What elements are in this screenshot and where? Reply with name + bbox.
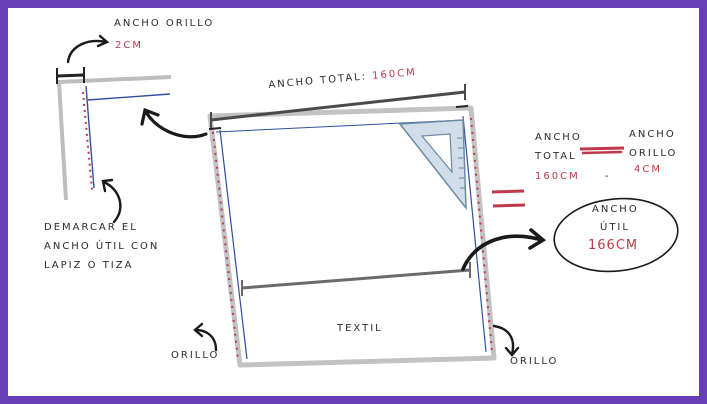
total-width-measure: [210, 90, 466, 122]
red-scribble-2: [581, 150, 623, 155]
set-square-icon: [398, 119, 467, 211]
fabric-sheet: [207, 105, 497, 368]
demarcar-line-1: DEMARCAR EL: [44, 222, 138, 233]
formula-term2-value: 4CM: [634, 164, 662, 175]
selvage-width-value: 2CM: [115, 40, 143, 51]
formula-term2-line1: ANCHO: [629, 129, 676, 140]
arrow-to-selvage-width-icon: [66, 39, 108, 64]
right-bracket-mark: [455, 105, 469, 108]
formula-term1-line1: ANCHO: [535, 132, 582, 143]
arrow-right-orillo-icon: [492, 324, 515, 356]
formula-term1-value: 160CM: [535, 171, 580, 182]
equals-bottom: [492, 203, 526, 208]
arrow-icons: [66, 34, 547, 357]
arrow-to-result-icon: [461, 234, 544, 271]
demarcar-line-2: ANCHO ÚTIL CON: [44, 241, 160, 252]
formula-minus: -: [605, 171, 611, 182]
arrow-left-orillo-icon: [194, 328, 218, 352]
formula-term2-line2: ORILLO: [629, 148, 678, 159]
selvage-detail: [56, 67, 172, 201]
formula-term1-line2: TOTAL: [535, 151, 577, 162]
result-line-1: ANCHO: [592, 204, 639, 215]
red-scribble: [579, 146, 625, 151]
left-bracket-mark: [208, 127, 222, 130]
result-line-2: ÚTIL: [600, 222, 630, 233]
orillo-left-label: ORILLO: [171, 350, 220, 361]
arrow-from-demarcar-icon: [102, 180, 122, 224]
right-useful-guide: [462, 115, 487, 353]
diagram-drawing: [56, 34, 679, 368]
result-value: 166CM: [588, 238, 639, 253]
selvage-width-title: ANCHO ORILLO: [114, 18, 215, 29]
useful-width-measure: [241, 268, 471, 290]
demarcar-line-3: LAPIZ O TIZA: [44, 260, 134, 271]
left-useful-guide: [219, 129, 248, 360]
orillo-right-label: ORILLO: [510, 356, 559, 367]
textil-label: TEXTIL: [337, 323, 383, 334]
result-ellipse: [553, 197, 679, 273]
diagram-canvas: ANCHO ORILLO 2CM ANCHO TOTAL: 160CM DEMA…: [8, 8, 699, 396]
equals-top: [491, 189, 525, 194]
arrow-to-detail-icon: [144, 110, 208, 139]
